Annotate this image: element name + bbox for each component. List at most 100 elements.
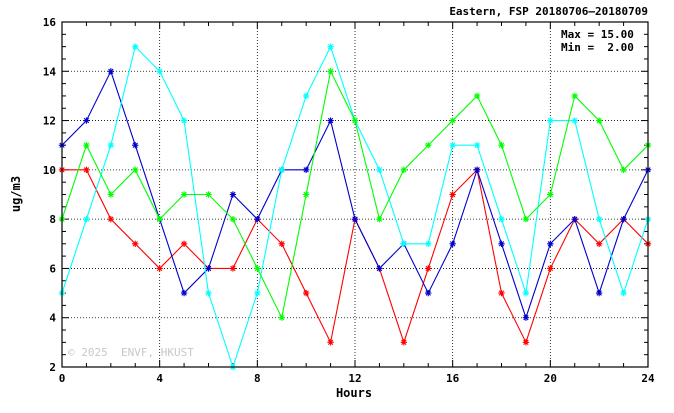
data-point [473, 142, 481, 149]
data-point [620, 289, 627, 297]
data-point [132, 240, 139, 247]
data-point [180, 191, 188, 198]
data-point [180, 289, 188, 297]
data-point [132, 43, 139, 50]
data-point [400, 166, 408, 174]
data-point [400, 339, 408, 346]
data-point [180, 240, 188, 247]
data-point [473, 92, 481, 100]
data-point [547, 265, 554, 272]
data-point [278, 166, 285, 174]
data-point [229, 191, 237, 198]
x-tick-label: 0 [59, 372, 66, 385]
data-point [595, 289, 603, 297]
data-point [302, 92, 310, 100]
data-point [107, 68, 115, 75]
data-point [595, 240, 603, 247]
plot-frame [61, 21, 649, 368]
data-point [83, 117, 90, 124]
data-point [83, 215, 90, 223]
data-point [278, 240, 285, 247]
data-point [327, 43, 334, 50]
data-point [449, 191, 456, 198]
data-point [547, 117, 554, 124]
data-point [156, 215, 163, 223]
data-point [620, 166, 627, 174]
x-tick-label: 8 [254, 372, 261, 385]
max-label: Max = 15.00 [561, 28, 634, 41]
y-tick-label: 10 [43, 164, 56, 177]
x-axis-label: Hours [336, 386, 372, 400]
data-point [107, 142, 115, 149]
x-tick-label: 20 [544, 372, 557, 385]
y-tick-label: 6 [49, 262, 56, 275]
data-point [595, 215, 603, 223]
data-point [327, 339, 334, 346]
data-point [400, 240, 408, 247]
min-label: Min = 2.00 [561, 41, 634, 54]
data-point [595, 117, 603, 124]
data-point [302, 289, 310, 297]
data-point [425, 289, 432, 297]
data-point [205, 191, 212, 198]
data-point [132, 142, 139, 149]
data-point [449, 142, 456, 149]
data-point [156, 68, 163, 75]
y-tick-label: 14 [43, 65, 57, 78]
data-point [571, 117, 578, 124]
data-point [425, 265, 432, 272]
data-point [498, 215, 505, 223]
data-point [83, 142, 90, 149]
data-point [376, 166, 383, 174]
data-point [254, 215, 261, 223]
data-point [351, 117, 359, 124]
y-tick-label: 8 [49, 213, 56, 226]
data-point [254, 289, 261, 297]
data-point [473, 166, 481, 174]
x-tick-label: 24 [641, 372, 655, 385]
data-point [327, 68, 334, 75]
data-point [351, 215, 359, 223]
data-point [83, 166, 90, 174]
data-point [547, 191, 554, 198]
data-point [254, 265, 261, 272]
data-point [205, 265, 212, 272]
data-point [571, 215, 578, 223]
data-point [107, 215, 115, 223]
data-point [522, 289, 530, 297]
data-point [620, 215, 627, 223]
data-point [278, 314, 285, 321]
data-point [302, 166, 310, 174]
data-point [498, 142, 505, 149]
data-point [449, 117, 456, 124]
data-point [522, 215, 530, 223]
data-point [449, 240, 456, 247]
data-point [229, 265, 237, 272]
data-point [156, 265, 163, 272]
data-point [302, 191, 310, 198]
y-tick-label: 4 [49, 312, 56, 325]
data-point [522, 339, 530, 346]
data-point [498, 289, 505, 297]
y-tick-label: 2 [49, 361, 56, 374]
data-point [376, 215, 383, 223]
x-tick-label: 4 [156, 372, 163, 385]
data-point [547, 240, 554, 247]
x-tick-label: 16 [446, 372, 460, 385]
data-point [522, 314, 530, 321]
data-point [229, 215, 237, 223]
chart-title: Eastern, FSP 20180706–20180709 [449, 5, 648, 18]
data-point [327, 117, 334, 124]
data-point [425, 142, 432, 149]
data-point [571, 92, 578, 100]
y-tick-label: 12 [43, 115, 56, 128]
data-point [205, 289, 212, 297]
data-point [425, 240, 432, 247]
data-point [132, 166, 139, 174]
data-point [180, 117, 188, 124]
watermark: © 2025 ENVF, HKUST [68, 346, 194, 359]
x-tick-label: 12 [348, 372, 361, 385]
data-point [376, 265, 383, 272]
y-tick-label: 16 [43, 16, 57, 29]
